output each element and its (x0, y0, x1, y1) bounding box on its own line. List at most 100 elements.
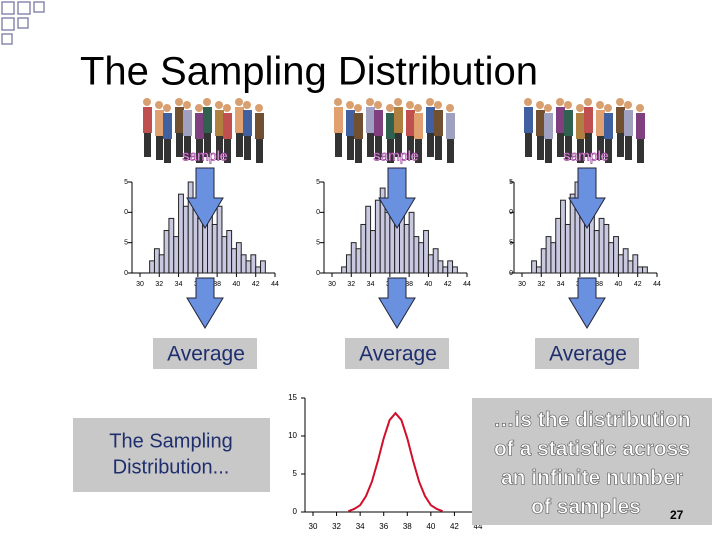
arrow (568, 277, 606, 329)
bar (163, 230, 170, 274)
x-tick-label: 30 (136, 281, 144, 288)
y-tick-label: 10 (288, 431, 297, 440)
bar (374, 199, 381, 274)
bar (622, 248, 629, 274)
bar (608, 242, 615, 274)
arrow (568, 167, 606, 229)
bar (235, 242, 242, 274)
bar (613, 236, 619, 274)
person-head (235, 98, 243, 106)
person-legs (236, 133, 243, 157)
bar (617, 254, 624, 274)
y-tick-label: 15 (288, 393, 297, 402)
person-legs (196, 139, 203, 163)
person-legs (224, 139, 231, 163)
y-tick-label: 5 (509, 179, 513, 186)
person-head (544, 104, 552, 112)
bar (149, 260, 155, 274)
person-head (215, 101, 223, 109)
x-tick-label: 34 (367, 281, 375, 288)
x-tick-label: 30 (309, 522, 318, 531)
bar (437, 260, 444, 274)
person-legs (617, 133, 624, 157)
people-groups (143, 98, 645, 163)
average-box (535, 338, 639, 369)
person-head (386, 104, 394, 112)
bar (540, 248, 547, 274)
person-head (175, 98, 183, 106)
person-body (243, 110, 252, 136)
person-body (334, 107, 343, 133)
person-body (215, 110, 224, 136)
x-tick-label: 42 (252, 281, 260, 288)
x-tick-label: 40 (426, 522, 435, 531)
y-tick-label: 5 (293, 469, 298, 478)
slide-title: The Sampling Distribution (80, 50, 538, 94)
x-tick-label: 40 (425, 281, 433, 288)
sample-label: sample (563, 148, 608, 164)
person-legs (156, 136, 163, 160)
y-tick-label: 5 (509, 240, 513, 247)
person-body (616, 107, 625, 133)
person-legs (335, 133, 342, 157)
person-head (426, 98, 434, 106)
person-legs (637, 139, 644, 163)
person-head (394, 98, 402, 106)
person-body (406, 110, 415, 136)
person-legs (577, 139, 584, 163)
person-legs (144, 133, 151, 157)
x-tick-label: 38 (213, 281, 221, 288)
arrow (186, 277, 224, 329)
person-legs (256, 139, 263, 163)
person-legs (427, 133, 434, 157)
bar (250, 254, 257, 274)
person-head (243, 101, 251, 109)
bar (545, 236, 552, 274)
bar (345, 254, 352, 274)
person-head (346, 101, 354, 109)
person-body (155, 110, 164, 136)
person-legs (375, 136, 382, 160)
person-legs (395, 133, 402, 157)
person-head (434, 101, 442, 109)
bar (260, 260, 266, 274)
x-tick-label: 34 (175, 281, 183, 288)
person-body (223, 113, 232, 139)
bar (642, 266, 648, 274)
x-tick-label: 38 (405, 281, 413, 288)
bar (245, 260, 252, 274)
page-number: 27 (670, 508, 684, 522)
person-head (524, 98, 532, 106)
y-tick-label: 0 (509, 209, 513, 216)
x-tick-label: 40 (615, 281, 623, 288)
person-head (163, 104, 171, 112)
y-tick-label: 5 (124, 240, 128, 247)
person-body (536, 110, 545, 136)
person-body (235, 107, 244, 133)
bar (221, 236, 228, 274)
person-body (434, 110, 443, 136)
person-body (584, 107, 593, 133)
y-tick-label: 5 (316, 179, 320, 186)
x-tick-label: 32 (155, 281, 163, 288)
left-box-line: Distribution... (113, 456, 230, 478)
person-body (346, 110, 355, 136)
x-tick-label: 44 (463, 281, 471, 288)
person-head (584, 98, 592, 106)
x-tick-label: 36 (379, 522, 388, 531)
x-tick-label: 42 (444, 281, 452, 288)
bar (627, 260, 634, 274)
average-label: Average (549, 343, 627, 366)
person-body (366, 107, 375, 133)
person-body (556, 107, 565, 133)
x-tick-label: 42 (634, 281, 642, 288)
person-body (195, 113, 204, 139)
person-head (624, 101, 632, 109)
y-tick-label: 0 (509, 270, 513, 277)
person-body (636, 113, 645, 139)
bar (216, 205, 223, 274)
person-head (576, 104, 584, 112)
bar (637, 266, 644, 274)
person-head (334, 98, 342, 106)
